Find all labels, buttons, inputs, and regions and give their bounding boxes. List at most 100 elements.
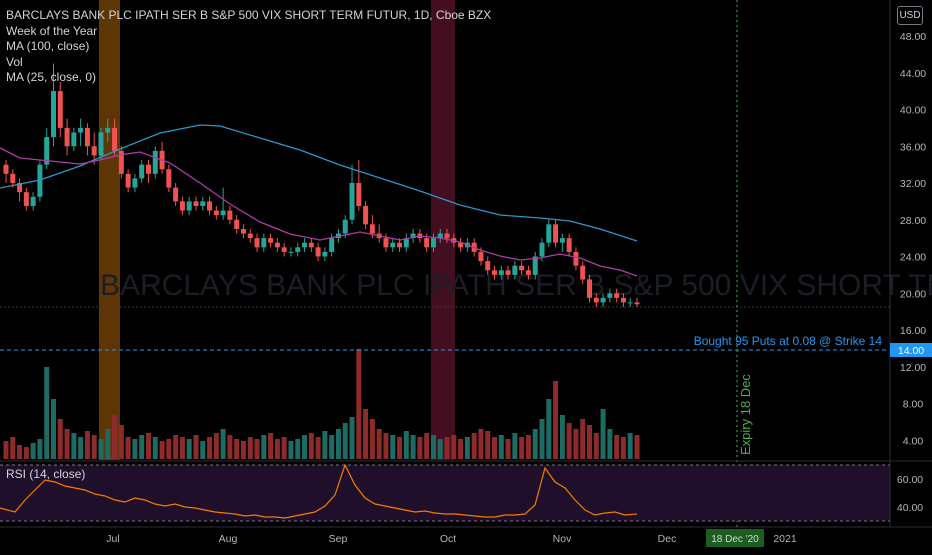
price-tick-label: 20.00: [900, 288, 926, 300]
candle-body: [152, 150, 158, 174]
expiry-annotation[interactable]: Expiry 18 Dec: [738, 374, 753, 455]
candle-series: [3, 63, 640, 308]
candle-body: [132, 178, 138, 188]
volume-bar: [559, 415, 565, 459]
candle-body: [559, 238, 565, 243]
indicator-week-of-year[interactable]: Week of the Year: [6, 23, 98, 38]
volume-bar: [78, 437, 84, 459]
time-tick-label: Jul: [106, 533, 119, 545]
volume-bar: [363, 409, 369, 459]
candle-body: [50, 91, 56, 138]
candle-body: [512, 265, 518, 275]
symbol-title[interactable]: BARCLAYS BANK PLC IPATH SER B S&P 500 VI…: [6, 8, 492, 22]
volume-bar: [614, 435, 620, 459]
candle-body: [403, 238, 409, 248]
volume-bar: [492, 437, 498, 459]
volume-bar: [240, 441, 246, 459]
price-tick-label: 12.00: [900, 362, 926, 374]
price-tick-label: 16.00: [900, 325, 926, 337]
volume-bar: [587, 425, 593, 459]
price-tick-label: 48.00: [900, 31, 926, 43]
week-highlight-magenta: [431, 0, 455, 460]
volume-bar: [200, 441, 206, 459]
candle-body: [539, 242, 545, 257]
volume-bar: [464, 437, 470, 459]
candle-body: [274, 242, 280, 248]
ma100-line: [0, 124, 638, 242]
candle-body: [620, 297, 626, 303]
volume-bar: [451, 435, 457, 459]
time-cursor-label: 18 Dec '20: [711, 534, 759, 545]
price-tick-label: 28.00: [900, 215, 926, 227]
volume-bar: [10, 437, 16, 459]
candle-body: [485, 261, 491, 271]
candle-body: [220, 210, 226, 216]
volume-bar: [335, 429, 341, 459]
indicator-ma100[interactable]: MA (100, close): [6, 39, 90, 53]
volume-bar: [505, 439, 511, 459]
candle-body: [3, 164, 9, 174]
candle-body: [580, 265, 586, 280]
volume-bar: [84, 431, 90, 459]
indicator-rsi[interactable]: RSI (14, close): [6, 467, 86, 481]
candle-body: [424, 238, 430, 248]
volume-bar: [410, 435, 416, 459]
volume-bar: [593, 433, 599, 459]
candle-body: [322, 251, 328, 257]
strike-price-label: 14.00: [898, 345, 924, 357]
volume-bar: [98, 439, 104, 459]
candle-body: [593, 297, 599, 303]
candle-body: [363, 205, 369, 225]
candle-body: [410, 233, 416, 239]
candle-body: [23, 192, 29, 206]
time-axis[interactable]: Jul Aug Sep Oct Nov Dec 2021: [106, 533, 797, 545]
volume-bar: [227, 435, 233, 459]
currency-button[interactable]: USD: [897, 6, 923, 25]
candle-body: [315, 247, 321, 257]
rsi-axis[interactable]: 60.00 40.00: [897, 474, 923, 514]
candle-body: [634, 302, 640, 305]
candle-body: [295, 247, 301, 252]
time-tick-label: Oct: [440, 533, 456, 545]
candle-body: [91, 146, 97, 156]
candle-body: [397, 242, 403, 248]
volume-bar: [532, 429, 538, 459]
volume-bar: [356, 349, 362, 459]
volume-bar: [17, 445, 23, 459]
candle-body: [614, 293, 620, 298]
week-highlight-orange: [99, 0, 120, 460]
volume-bar: [186, 439, 192, 459]
candle-body: [587, 279, 593, 298]
volume-bar: [539, 419, 545, 459]
candle-body: [261, 238, 267, 248]
volume-bar: [308, 433, 314, 459]
chart-legend: BARCLAYS BANK PLC IPATH SER B S&P 500 VI…: [6, 8, 491, 86]
candle-body: [356, 183, 362, 206]
candle-body: [213, 210, 219, 216]
volume-bar: [553, 381, 559, 459]
indicator-ma25[interactable]: MA (25, close, 0): [6, 70, 97, 84]
candle-body: [78, 127, 84, 133]
volume-bar: [268, 433, 274, 459]
candle-body: [17, 183, 23, 193]
time-tick-label: Sep: [329, 533, 348, 545]
indicator-vol[interactable]: Vol: [6, 54, 23, 69]
volume-bar: [485, 431, 491, 459]
volume-bar: [234, 439, 240, 459]
volume-bar: [288, 441, 294, 459]
volume-bar: [152, 437, 158, 459]
volume-bar: [30, 443, 36, 459]
volume-bar: [91, 435, 97, 459]
candle-body: [308, 242, 314, 248]
volume-bar: [112, 415, 118, 459]
price-axis[interactable]: 48.00 44.00 40.00 36.00 32.00 28.00 24.00 20.00…: [900, 31, 926, 447]
volume-bar: [444, 437, 450, 459]
candle-body: [186, 201, 192, 211]
candle-body: [234, 219, 240, 229]
volume-bar: [207, 437, 213, 459]
time-tick-label: Dec: [658, 533, 677, 545]
volume-bar: [329, 435, 335, 459]
puts-annotation[interactable]: Bought 95 Puts at 0.08 @ Strike 14: [694, 334, 883, 348]
candle-body: [98, 132, 104, 156]
